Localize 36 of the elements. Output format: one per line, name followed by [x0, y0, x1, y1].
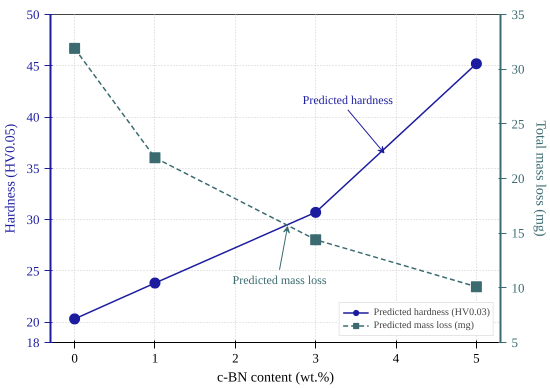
- y-tick-label: 18: [26, 335, 40, 350]
- y-tick-label: 50: [26, 7, 40, 22]
- legend-label: Predicted mass loss (mg): [374, 319, 474, 332]
- point: [69, 42, 80, 54]
- point: [149, 152, 160, 164]
- x-tick-label: 2: [232, 350, 239, 366]
- y2-tick-label: 35: [512, 7, 524, 22]
- x-tick-label: 5: [473, 350, 480, 366]
- point: [470, 58, 482, 70]
- y2-tick-label: 20: [512, 171, 524, 186]
- y2-tick-label: 30: [512, 62, 524, 77]
- y2-tick-label: 25: [512, 116, 524, 132]
- y-tick-label: 30: [26, 212, 40, 227]
- y-tick-label: 45: [26, 58, 40, 74]
- annotation: Predicted mass loss: [232, 272, 327, 287]
- y-tick-label: 35: [26, 160, 40, 176]
- point: [470, 281, 482, 292]
- x-tick-label: 1: [152, 350, 158, 366]
- x-axis-title: c-BN content (wt.%): [216, 370, 334, 386]
- point: [310, 234, 322, 246]
- legend-label: Predicted hardness (HV0.03): [374, 306, 490, 319]
- x-tick-label: 4: [392, 350, 400, 366]
- x-tick-label: 0: [71, 350, 78, 366]
- annotation: Predicted hardness: [302, 92, 394, 107]
- point: [149, 278, 160, 289]
- y2-tick-label: 15: [512, 226, 524, 241]
- y-tick-label: 25: [26, 263, 40, 278]
- y2-axis-title: Total mass loss (mg): [532, 120, 548, 237]
- y-axis-title: Hardness (HV0.05): [4, 123, 18, 234]
- x-tick-label: 3: [312, 350, 319, 366]
- point: [310, 206, 322, 218]
- y2-tick-label: 10: [512, 280, 524, 296]
- y-tick-label: 20: [26, 314, 40, 330]
- point: [69, 313, 80, 324]
- y2-tick-label: 5: [512, 335, 518, 350]
- y-tick-label: 40: [26, 110, 40, 124]
